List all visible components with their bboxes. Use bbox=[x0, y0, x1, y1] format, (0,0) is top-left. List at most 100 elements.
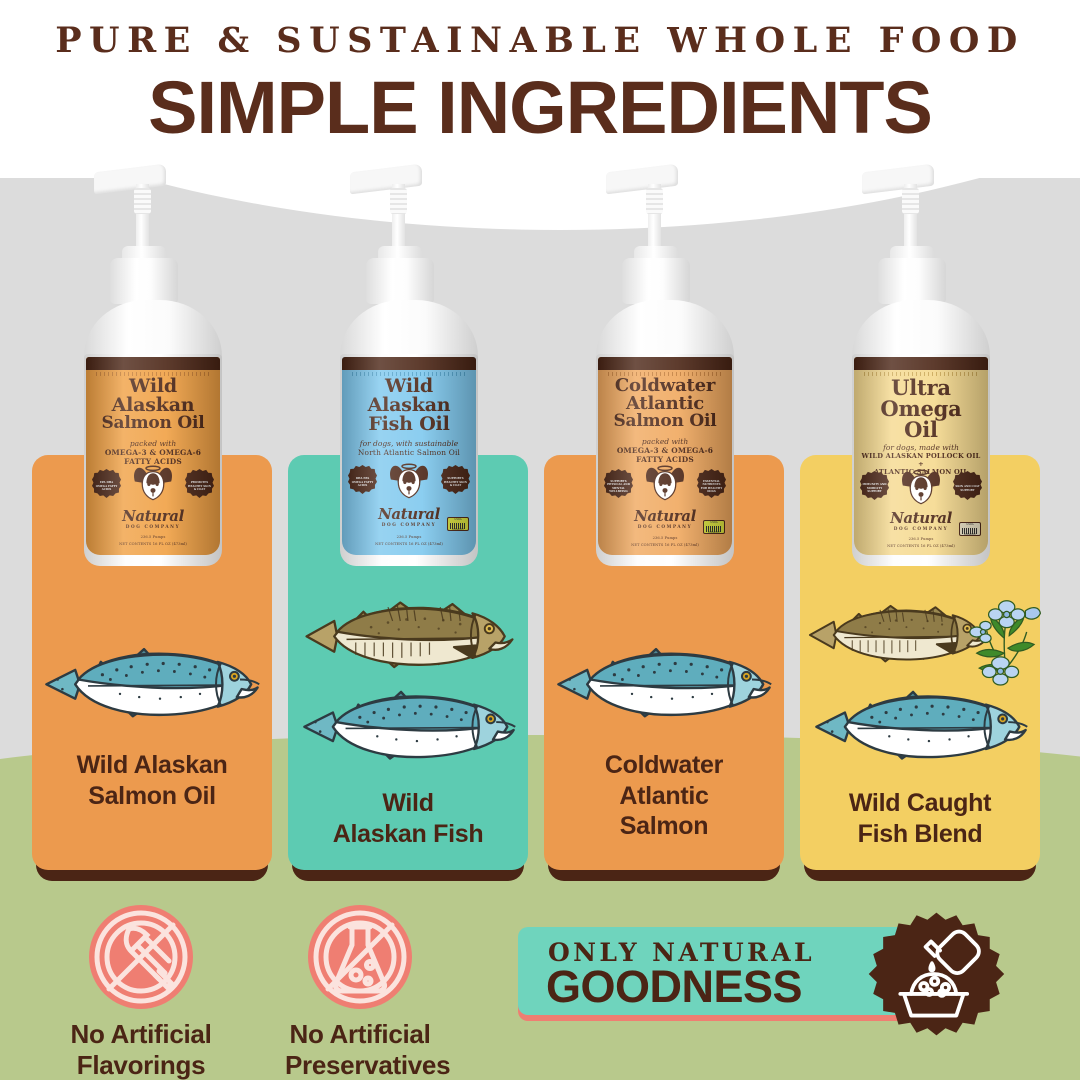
label-title: Ultra Omega Oil bbox=[854, 377, 988, 440]
pump-cap[interactable] bbox=[110, 258, 178, 304]
label-subtitle-caps: OMEGA-3 & OMEGA-6 bbox=[616, 446, 714, 455]
usda-label-text: ORGANIC bbox=[963, 532, 977, 536]
label-title-line: Salmon Oil bbox=[101, 413, 205, 433]
card-label: Wild Alaskan Fish bbox=[288, 788, 528, 849]
dog-head-logo-icon bbox=[132, 465, 174, 501]
claim-line: No Artificial bbox=[70, 1019, 212, 1049]
label-title: Coldwater Atlantic Salmon Oil bbox=[598, 377, 732, 430]
label-subtitle-script: for dogs, with sustainable bbox=[359, 439, 459, 448]
pump-lever[interactable] bbox=[606, 163, 678, 195]
label-title-line: Coldwater bbox=[614, 375, 716, 396]
label-title-line: Alaskan bbox=[367, 394, 451, 416]
goodness-banner bbox=[518, 927, 938, 1015]
label-title-line: Alaskan bbox=[111, 394, 195, 416]
label-title-line: Wild bbox=[385, 375, 433, 397]
label-subtitle: for dogs, with sustainable North Atlanti… bbox=[346, 439, 472, 457]
pump-ribs bbox=[646, 188, 663, 214]
product-bottle-wild-alaskan-salmon-oil[interactable]: Wild Alaskan Salmon Oil packed with OMEG… bbox=[78, 163, 228, 568]
card-label-line: Fish Blend bbox=[857, 819, 983, 848]
badge-text: SKIN AND COAT SUPPORT bbox=[955, 485, 980, 492]
salmon-illustration bbox=[810, 677, 1032, 779]
card-label-line: Alaskan Fish bbox=[332, 819, 484, 848]
brand-subline: DOG COMPANY bbox=[381, 522, 437, 527]
product-bottle-coldwater-atlantic-salmon-oil[interactable]: Coldwater Atlantic Salmon Oil packed wit… bbox=[590, 163, 740, 568]
usda-barcode bbox=[706, 525, 722, 532]
label-title-line: Salmon Oil bbox=[613, 411, 717, 431]
usda-organic-seal-icon: USDA ORGANIC bbox=[703, 520, 725, 534]
pump-ribs bbox=[902, 188, 919, 214]
label-subtitle-script: for dogs, made with bbox=[883, 443, 959, 452]
header-kicker: PURE & SUSTAINABLE WHOLE FOOD bbox=[55, 20, 1025, 61]
usda-barcode bbox=[450, 522, 466, 529]
badge-text: SUPPORTS HEALTHY SKIN & COAT bbox=[444, 477, 467, 488]
header: PURE & SUSTAINABLE WHOLE FOOD SIMPLE ING… bbox=[0, 20, 1080, 147]
card-label-line: Salmon Oil bbox=[88, 781, 216, 810]
label-subtitle-caps: WILD ALASKAN POLLOCK OIL + bbox=[861, 452, 981, 468]
dog-head-logo-icon bbox=[900, 469, 942, 505]
brand-subline: DOG COMPANY bbox=[125, 524, 181, 529]
label-subtitle: for dogs, made with WILD ALASKAN POLLOCK… bbox=[858, 443, 984, 476]
label-subtitle-caps: ATLANTIC SALMON OIL bbox=[873, 468, 969, 476]
page-title: SIMPLE INGREDIENTS bbox=[148, 66, 933, 149]
claim-no-artificial-flavorings: No Artificial Flavorings bbox=[66, 905, 216, 1080]
usda-top-text: USDA bbox=[710, 521, 718, 524]
badge-text: EPA DHA OMEGA FATTY ACIDS bbox=[95, 481, 118, 492]
claim-caption: No Artificial Flavorings bbox=[66, 1019, 216, 1080]
label-dot-rule bbox=[608, 372, 722, 376]
net-contents: NET CONTENTS 16 FL OZ (473ml) bbox=[119, 542, 187, 546]
label-title-line: Atlantic bbox=[625, 393, 705, 414]
label-badge-right: PROMOTES HEALTHY SKIN & COAT bbox=[185, 469, 214, 498]
pump-lever[interactable] bbox=[350, 163, 422, 195]
card-label: Wild Caught Fish Blend bbox=[800, 788, 1040, 849]
bottle-label: Wild Alaskan Salmon Oil packed with OMEG… bbox=[86, 357, 220, 555]
usda-organic-seal-icon: USDA ORGANIC bbox=[959, 522, 981, 536]
bottle-label: Ultra Omega Oil for dogs, made with WILD… bbox=[854, 357, 988, 555]
salmon-illustration bbox=[298, 677, 520, 779]
label-subtitle-caps: FATTY ACIDS bbox=[124, 457, 182, 466]
claim-caption: No Artificial Preservatives bbox=[285, 1019, 451, 1080]
label-subtitle-caps: FATTY ACIDS bbox=[636, 455, 694, 464]
pump-count: 236.5 Pumps bbox=[140, 535, 166, 539]
label-title-line: Wild bbox=[129, 375, 177, 397]
badge-text: SUPPORTS PHYSICAL AND MENTAL WELLBEING bbox=[607, 479, 630, 494]
claim-line: Preservatives bbox=[285, 1049, 451, 1080]
usda-top-text: USDA bbox=[966, 523, 974, 526]
label-badge-right: ESSENTIAL NUTRIENTS FOR HEALTHY DOGS bbox=[697, 469, 726, 498]
label-dot-rule bbox=[96, 372, 210, 376]
pump-lever[interactable] bbox=[94, 163, 166, 195]
net-contents: NET CONTENTS 16 FL OZ (473ml) bbox=[887, 544, 955, 548]
pump-count: 236.5 Pumps bbox=[652, 536, 678, 540]
no-artificial-preservatives-icon bbox=[308, 905, 412, 1009]
pump-lever[interactable] bbox=[862, 163, 934, 195]
usda-barcode bbox=[962, 527, 978, 534]
label-badge-left: EPA DHA OMEGA FATTY ACIDS bbox=[92, 469, 121, 498]
card-label-line: Wild Alaskan bbox=[76, 751, 228, 779]
label-top-band bbox=[598, 357, 732, 370]
dog-head-logo-icon bbox=[388, 463, 430, 499]
pollock-illustration bbox=[302, 595, 517, 680]
ingredient-card-row: Wild Alaskan Salmon Oil Wild Alaskan Fis… bbox=[0, 455, 1080, 885]
goodness-headline: GOODNESS bbox=[546, 961, 803, 1012]
card-label: Coldwater Atlantic Salmon bbox=[544, 750, 784, 842]
pump-cap[interactable] bbox=[622, 258, 690, 304]
pump-cap[interactable] bbox=[878, 258, 946, 304]
pump-cap[interactable] bbox=[366, 258, 434, 304]
usda-label-text: ORGANIC bbox=[707, 530, 721, 534]
label-dot-rule bbox=[864, 372, 978, 376]
ingredient-card-wild-alaskan-fish[interactable]: Wild Alaskan Fish bbox=[288, 455, 528, 881]
badge-text: PROMOTES HEALTHY SKIN & COAT bbox=[188, 481, 211, 492]
product-bottle-wild-alaskan-fish-oil[interactable]: Wild Alaskan Fish Oil for dogs, with sus… bbox=[334, 163, 484, 568]
label-title: Wild Alaskan Fish Oil bbox=[342, 377, 476, 434]
pump-count: 236.5 Pumps bbox=[908, 537, 934, 541]
usda-organic-seal-icon: USDA ORGANIC bbox=[447, 517, 469, 531]
label-top-band bbox=[86, 357, 220, 370]
label-title-line: Omega bbox=[880, 396, 962, 421]
claim-line: Flavorings bbox=[76, 1049, 206, 1080]
label-subtitle-script: packed with bbox=[129, 439, 177, 448]
label-subtitle-caps: OMEGA-3 & OMEGA-6 bbox=[104, 448, 202, 457]
usda-label-text: ORGANIC bbox=[451, 527, 465, 531]
label-badge-left: IMMUNITY AND MOBILITY SUPPORT bbox=[860, 471, 889, 500]
product-bottle-ultra-omega-oil[interactable]: Ultra Omega Oil for dogs, made with WILD… bbox=[846, 163, 996, 568]
badge-text: IMMUNITY AND MOBILITY SUPPORT bbox=[862, 483, 887, 494]
label-badge-right: SUPPORTS HEALTHY SKIN & COAT bbox=[441, 465, 470, 494]
